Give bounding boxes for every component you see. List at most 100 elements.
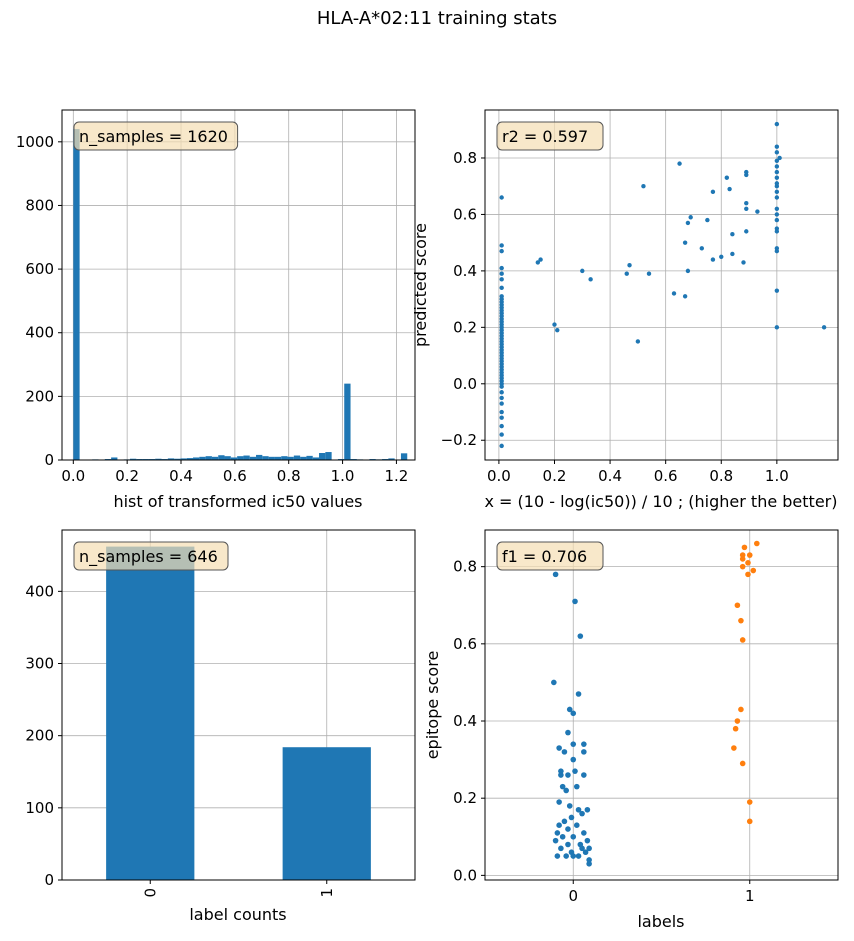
strip-point-1 <box>746 799 753 805</box>
hist-bar <box>180 458 187 460</box>
scatter-point <box>588 277 593 282</box>
strip-point-0 <box>586 845 592 852</box>
hist-ytick-label: 800 <box>25 196 54 214</box>
scatter-xtick-label: 1.0 <box>765 467 789 485</box>
hist-bar <box>319 453 326 460</box>
hist-bar <box>155 458 162 460</box>
hist-bar <box>293 455 301 460</box>
counts-bar <box>106 546 195 880</box>
strip-xtick-label: 1 <box>745 887 755 905</box>
scatter-xlabel: x = (10 - log(ic50)) / 10 ; (higher the … <box>485 492 838 511</box>
hist-bar <box>167 458 175 460</box>
scatter-point <box>499 384 504 389</box>
scatter-point <box>499 277 504 282</box>
scatter-point <box>671 291 677 296</box>
scatter-point <box>646 271 652 276</box>
strip-point-1 <box>734 718 741 724</box>
hist-xtick-label: 0.8 <box>277 467 301 485</box>
hist-ytick-label: 0 <box>44 451 54 469</box>
strip-point-0 <box>565 826 571 832</box>
strip-point-0 <box>570 853 577 859</box>
strip-point-0 <box>577 633 584 639</box>
strip-point-1 <box>750 567 757 574</box>
strip-point-1 <box>738 617 744 624</box>
strip-point-0 <box>565 772 571 778</box>
scatter-point <box>499 285 504 291</box>
scatter-point <box>499 248 504 254</box>
figure-title: HLA-A*02:11 training stats <box>317 8 557 29</box>
strip-point-0 <box>586 860 592 867</box>
scatter-point <box>774 288 780 293</box>
strip-point-1 <box>745 571 751 578</box>
scatter-point <box>499 401 504 406</box>
hist-bar <box>325 452 332 460</box>
scatter-point <box>774 195 780 200</box>
counts-bar <box>282 747 371 880</box>
histogram-panel: 0 200 400 600 800 1000 0.0 0.2 0.4 0.6 0.8 1.0 1.2 n_… <box>16 109 416 511</box>
scatter-ytick-label: 0.2 <box>453 318 477 336</box>
strip-point-1 <box>739 552 746 558</box>
scatter-point <box>499 432 504 437</box>
strip-point-0 <box>581 749 587 755</box>
strip-point-1 <box>741 544 748 551</box>
strip-point-0 <box>584 837 591 844</box>
strip-point-1 <box>739 760 746 767</box>
strip-point-0 <box>561 749 568 755</box>
strip-point-0 <box>558 768 564 774</box>
hist-bar <box>312 457 320 460</box>
scatter-point <box>499 271 504 276</box>
scatter-point <box>744 229 749 234</box>
scatter-point <box>624 271 629 276</box>
epitope-strip-panel: 0.0 0.2 0.4 0.6 0.8 0 1 f1 = 0.706 labels epito… <box>423 529 839 931</box>
hist-bar <box>300 456 307 460</box>
strip-point-0 <box>566 803 573 809</box>
scatter-point <box>744 169 749 175</box>
scatter-point <box>719 254 724 259</box>
hist-bar <box>211 456 219 460</box>
strip-point-0 <box>552 571 559 578</box>
strip-annotation-box <box>496 541 604 571</box>
strip-annotation: f1 = 0.706 <box>502 547 587 566</box>
strip-ytick-label: 0.2 <box>453 789 477 807</box>
strip-point-1 <box>739 637 746 643</box>
scatter-point <box>710 257 716 262</box>
scatter-point <box>688 215 693 220</box>
hist-xlabel: hist of transformed ic50 values <box>113 492 362 511</box>
hist-bar <box>287 456 294 460</box>
hist-xtick-label: 1.2 <box>384 467 408 485</box>
hist-annotation: n_samples = 1620 <box>79 127 228 147</box>
hist-bar <box>400 453 408 460</box>
scatter-point <box>774 248 780 254</box>
strip-point-1 <box>731 745 737 751</box>
hist-bar <box>388 458 395 460</box>
strip-point-0 <box>554 830 561 836</box>
hist-ytick-label: 400 <box>25 324 54 342</box>
scatter-point <box>499 415 504 420</box>
strip-point-1 <box>745 560 751 566</box>
strip-xlabel: labels <box>637 912 684 931</box>
scatter-point <box>499 243 504 248</box>
counts-annotation: n_samples = 646 <box>79 547 218 567</box>
counts-xtick-label: 0 <box>141 888 159 898</box>
scatter-point <box>552 322 557 327</box>
scatter-point <box>774 164 780 169</box>
scatter-ytick-label: 0.8 <box>453 149 477 167</box>
scatter-annotation: r2 = 0.597 <box>502 127 588 146</box>
scatter-point <box>774 150 780 155</box>
strip-point-0 <box>582 849 589 856</box>
scatter-point <box>774 206 780 211</box>
scatter-point <box>821 325 827 330</box>
strip-point-0 <box>572 598 578 605</box>
strip-xtick-label: 0 <box>568 887 578 905</box>
scatter-point <box>555 327 560 333</box>
scatter-ytick-label: −0.2 <box>441 431 477 449</box>
scatter-point <box>677 161 682 166</box>
counts-annotation-box <box>73 541 229 571</box>
hist-ytick-label: 600 <box>25 260 54 278</box>
hist-bar <box>306 455 313 460</box>
hist-frame <box>61 109 416 461</box>
hist-bar <box>243 455 250 460</box>
counts-ytick-label: 0 <box>44 871 54 889</box>
scatter-point <box>699 246 705 251</box>
strip-point-0 <box>554 853 561 859</box>
